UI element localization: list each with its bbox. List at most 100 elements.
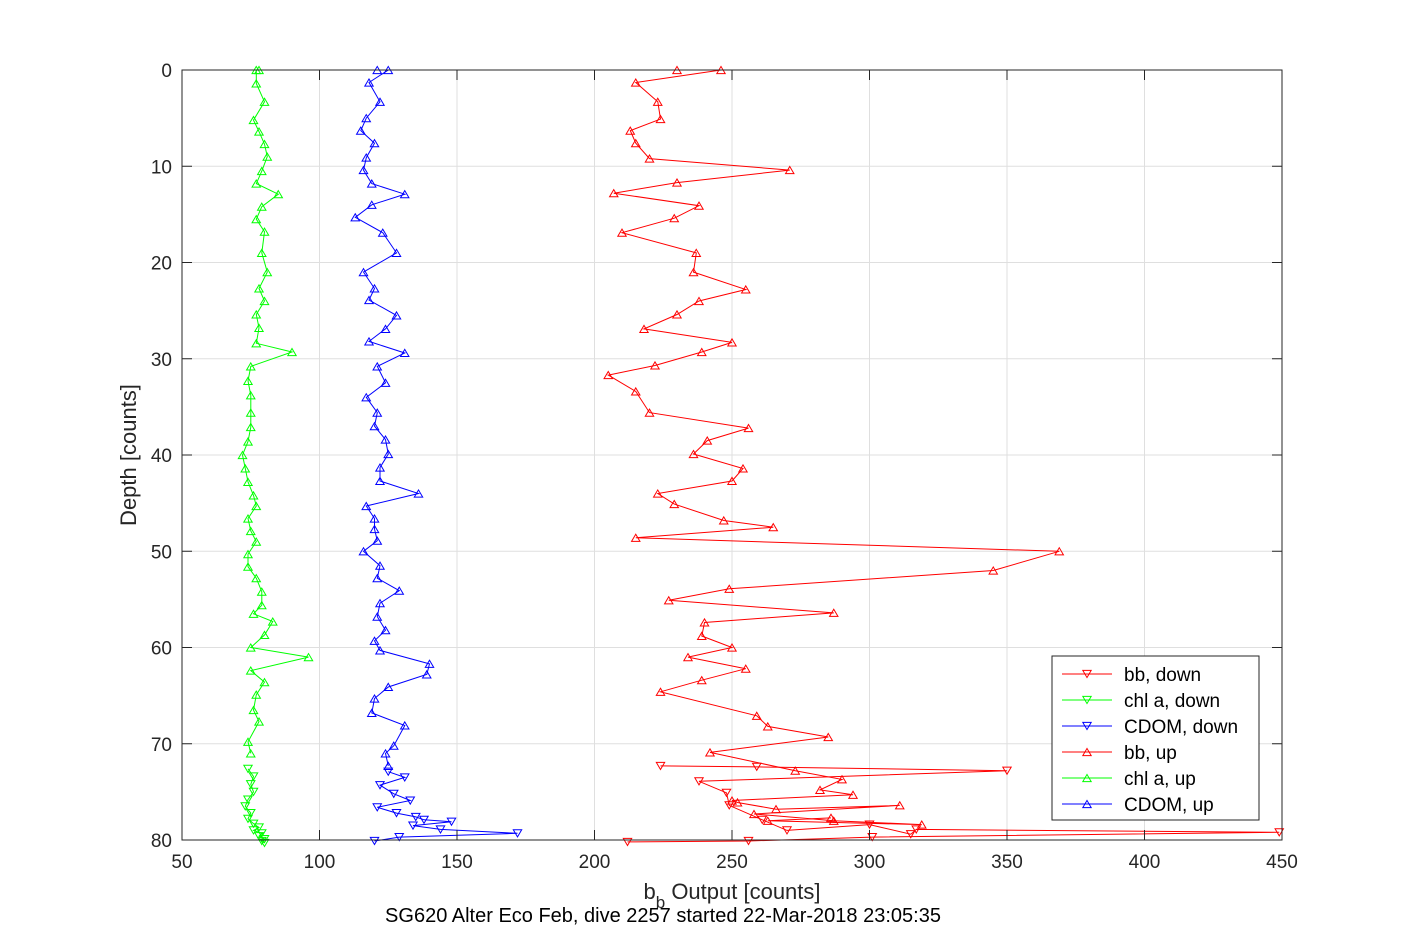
data-point [245,780,256,789]
data-point [864,820,875,830]
y-tick-label: 70 [151,735,172,756]
data-point [790,766,801,775]
series-line [241,69,309,754]
data-point [366,179,377,188]
data-point [374,598,386,608]
data-point [421,669,432,679]
data-point [916,820,927,829]
y-tick-label: 60 [151,639,172,660]
data-point [248,609,259,618]
data-point [630,138,641,148]
data-point [399,773,410,782]
data-point [363,77,375,87]
data-point [256,836,267,846]
data-point [762,816,773,825]
data-point [248,490,259,500]
data-point [242,562,254,571]
data-point [259,677,270,687]
data-point [726,642,738,652]
data-point [388,789,399,799]
x-tick-label: 450 [1266,852,1298,873]
data-point [374,645,386,655]
data-point [751,711,762,720]
y-tick-label: 80 [151,831,172,852]
data-point [369,524,380,534]
data-point [391,808,402,818]
data-point [366,200,377,209]
data-point [630,386,641,396]
data-point [245,666,256,675]
data-point [608,188,619,198]
data-point [751,762,762,772]
legend-label: chl a, up [1124,769,1196,790]
legend-marker [1081,695,1093,705]
data-point [616,228,628,237]
data-point [251,573,262,583]
legend-marker [1081,669,1093,679]
data-point [380,625,391,635]
data-point [696,675,707,685]
data-point [732,797,743,807]
legend-marker [1081,721,1093,731]
data-point [669,499,680,509]
legend-marker [1081,747,1093,757]
data-point [836,774,848,784]
data-point [762,721,773,731]
y-tick-label: 10 [151,157,172,178]
data-point [256,587,267,596]
data-point [383,767,394,777]
data-point [262,267,273,277]
data-point [1001,766,1013,776]
data-point [693,296,705,306]
data-point [303,652,314,662]
legend-label: bb, up [1124,743,1177,764]
data-point [737,463,749,473]
data-point [248,772,259,782]
data-point [377,228,388,237]
figure-caption: SG620 Alter Eco Feb, dive 2257 started 2… [385,905,941,927]
data-point [721,788,732,798]
x-tick-label: 250 [716,852,748,873]
data-point [693,201,705,210]
data-point [240,463,251,473]
data-point [251,309,262,319]
data-point [253,323,265,333]
axis-ticks: 50 100 150 200 250 300 350 400 450 0 10 20 30 40 50 60 7… [151,61,1298,873]
data-point [630,533,641,542]
data-point [374,561,386,570]
data-point [245,422,256,432]
data-point [245,808,256,818]
data-point [699,617,710,627]
data-point [242,764,254,774]
data-point [748,809,760,819]
data-point [894,800,905,810]
data-point [259,838,270,848]
data-point [242,795,254,805]
data-point [781,826,793,835]
data-point [380,324,391,333]
data-point [256,166,267,176]
data-point [242,549,254,559]
x-tick-label: 300 [854,852,886,873]
data-point [237,450,248,460]
data-point [358,165,369,175]
data-point [625,126,636,135]
data-point [630,77,641,87]
data-point [259,97,270,106]
data-point [372,408,383,417]
data-point [245,408,256,417]
data-point [644,408,655,417]
data-point [663,595,674,605]
data-point [388,741,399,750]
data-point [688,267,699,277]
data-point [1054,546,1065,556]
data-point [867,833,878,842]
data-point [828,608,839,617]
data-point [655,761,666,771]
data-point [383,682,394,692]
data-point [259,296,270,306]
data-point [905,830,916,839]
data-point [724,584,735,593]
data-point [363,336,375,346]
